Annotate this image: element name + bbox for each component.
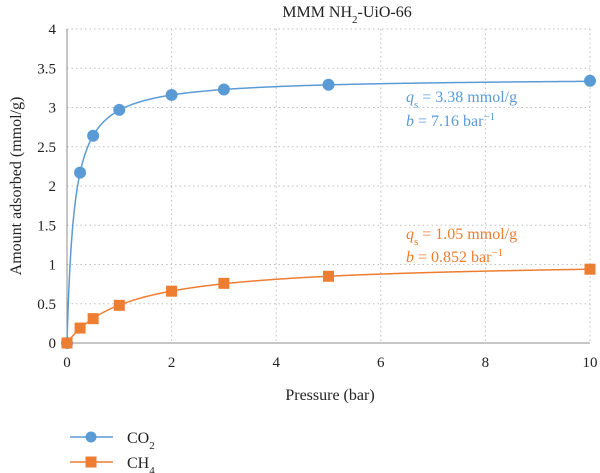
x-tick-label: 8 — [482, 355, 490, 371]
y-tick-label: 3 — [49, 101, 57, 117]
chart-title-subscript: 2 — [352, 14, 358, 26]
data-point-ch4 — [61, 337, 73, 349]
chart-title-main: MMM NH — [282, 4, 352, 21]
ch4-fit-annotation: qs = 1.05 mmol/g b = 0.852 bar−1 — [406, 226, 517, 266]
y-tick-label: 4 — [49, 22, 57, 38]
y-tick-label: 2.5 — [37, 140, 56, 156]
legend-item-co2: CO2 — [70, 430, 155, 452]
y-tick-label: 3.5 — [37, 61, 56, 77]
x-tick-label: 0 — [63, 355, 71, 371]
axes — [66, 29, 590, 344]
co2-fit-annotation: qs = 3.38 mmol/g b = 7.16 bar−1 — [406, 89, 517, 130]
series-co2 — [61, 74, 596, 349]
x-tick-label: 6 — [377, 355, 385, 371]
data-point-co2 — [322, 78, 335, 91]
y-tick-labels: 0 0.5 1 1.5 2 2.5 3 3.5 4 — [37, 22, 56, 352]
co2-b-text: b = 7.16 bar−1 — [406, 111, 495, 130]
x-tick-label: 10 — [583, 355, 598, 371]
data-point-ch4 — [323, 270, 334, 282]
data-point-co2 — [165, 88, 178, 101]
legend-item-ch4: CH4 — [70, 455, 155, 473]
y-tick-label: 1 — [49, 258, 57, 274]
chart-title-tail: -UiO-66 — [358, 4, 412, 21]
fit-line-co2 — [66, 80, 591, 343]
y-tick-label: 1.5 — [37, 218, 56, 234]
data-point-co2 — [74, 166, 87, 179]
grid-lines — [67, 28, 591, 343]
y-tick-label: 0 — [49, 336, 57, 352]
data-point-co2 — [217, 83, 230, 96]
legend: CO2 CH4 — [70, 430, 155, 473]
ch4-qs-text: qs = 1.05 mmol/g — [406, 226, 517, 248]
data-point-co2 — [113, 103, 126, 116]
ch4-b-text: b = 0.852 bar−1 — [406, 247, 503, 266]
data-point-co2 — [87, 129, 100, 142]
data-point-ch4 — [113, 299, 125, 311]
y-axis-title: Amount adsorbed (mmol/g) — [8, 97, 25, 276]
legend-ch4-label: CH4 — [127, 455, 155, 473]
y-tick-label: 0.5 — [37, 297, 56, 313]
x-tick-label: 2 — [168, 355, 176, 371]
series-ch4 — [61, 263, 596, 349]
legend-co2-marker — [85, 431, 97, 443]
legend-co2-label: CO2 — [127, 430, 155, 452]
legend-ch4-marker — [85, 456, 97, 468]
data-point-ch4 — [218, 277, 230, 289]
data-point-ch4 — [74, 322, 86, 334]
data-point-ch4 — [584, 263, 596, 275]
co2-qs-text: qs = 3.38 mmol/g — [406, 89, 517, 111]
x-tick-label: 4 — [272, 355, 280, 371]
data-series — [61, 74, 596, 349]
data-point-ch4 — [87, 313, 99, 325]
x-axis-title: Pressure (bar) — [285, 387, 374, 404]
chart-title: MMM NH2-UiO-66 — [282, 4, 412, 26]
y-tick-label: 2 — [49, 179, 57, 195]
data-point-ch4 — [166, 285, 178, 297]
x-tick-labels: 0 2 4 6 8 10 — [63, 355, 597, 371]
data-point-co2 — [584, 74, 596, 87]
